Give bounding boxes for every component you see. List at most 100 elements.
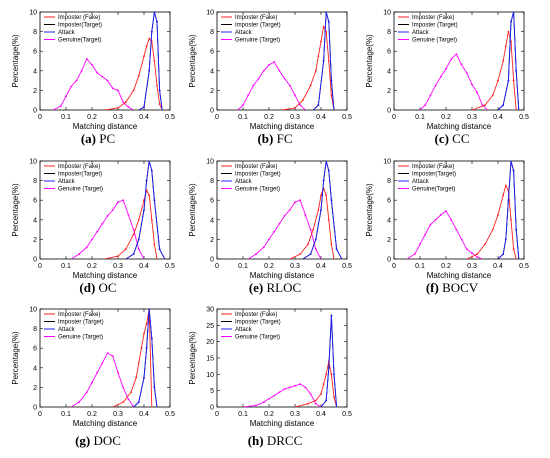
x-tick-label-d: 0.1 bbox=[61, 263, 71, 270]
y-tick-label-h: 30 bbox=[206, 307, 214, 314]
y-tick-label-g: 8 bbox=[33, 326, 37, 333]
x-tick-label-b: 0.4 bbox=[316, 114, 326, 121]
data-point-genuine-target-f bbox=[439, 214, 442, 216]
data-point-genuine-target-a bbox=[117, 89, 119, 92]
data-point-imposter-fake-a bbox=[158, 103, 161, 105]
data-point-genuine-target-a bbox=[75, 79, 78, 82]
x-tick-label-g: 0 bbox=[38, 411, 42, 418]
legend-label-g: Imposter (Fake) bbox=[58, 312, 100, 318]
data-point-attack-d bbox=[153, 199, 156, 202]
data-point-genuine-target-b bbox=[299, 104, 302, 106]
data-point-genuine-target-f bbox=[455, 228, 458, 231]
series-line-genuine-target-b bbox=[237, 61, 306, 110]
data-point-genuine-target-d bbox=[106, 215, 109, 217]
data-point-imposter-fake-d bbox=[148, 194, 151, 197]
x-tick-label-e: 0.2 bbox=[264, 263, 274, 270]
caption-e: (e) RLOC bbox=[185, 280, 365, 296]
x-tick-label-h: 0.1 bbox=[238, 411, 248, 418]
data-point-attack-h bbox=[325, 399, 328, 402]
series-group-a bbox=[52, 12, 163, 110]
data-point-genuine-target-b bbox=[283, 77, 286, 80]
data-point-attack-c bbox=[510, 20, 512, 23]
data-point-genuine-target-c bbox=[445, 67, 447, 70]
plot-area-e bbox=[216, 160, 348, 260]
legend-label-d: Attack bbox=[58, 179, 76, 185]
data-point-imposter-fake-g bbox=[135, 376, 138, 379]
y-tick-label-a: 10 bbox=[29, 10, 37, 17]
data-point-attack-g bbox=[153, 386, 156, 389]
x-tick-label-d: 0.5 bbox=[165, 263, 175, 270]
data-point-imposter-fake-e bbox=[320, 194, 322, 197]
data-point-genuine-target-h bbox=[304, 386, 307, 389]
data-point-attack-a bbox=[158, 89, 161, 92]
data-point-attack-e bbox=[327, 169, 330, 172]
y-tick-label-g: 2 bbox=[33, 385, 37, 392]
series-line-attack-d bbox=[125, 161, 166, 259]
y-axis-label-d: Percentage(%) bbox=[11, 183, 20, 237]
legend-label-h: Attack bbox=[235, 327, 253, 333]
data-point-genuine-target-h bbox=[314, 402, 317, 405]
data-point-genuine-target-b bbox=[278, 69, 281, 72]
legend-a: Imposter (Fake) Imposter(Target)Attack Gen… bbox=[44, 15, 102, 44]
y-tick-label-h: 20 bbox=[206, 339, 214, 346]
x-tick-label-f: 0.5 bbox=[519, 263, 529, 270]
data-point-genuine-target-h bbox=[299, 383, 302, 385]
data-point-genuine-target-c bbox=[450, 58, 453, 60]
y-tick-label-a: 0 bbox=[33, 108, 37, 115]
x-tick-label-f: 0 bbox=[392, 263, 396, 270]
y-tick-label-b: 0 bbox=[210, 108, 214, 115]
y-tick-label-d: 6 bbox=[33, 198, 37, 205]
data-point-genuine-target-f bbox=[424, 233, 427, 236]
data-point-genuine-target-f bbox=[413, 253, 416, 255]
y-tick-label-h: 25 bbox=[206, 323, 214, 330]
x-tick-label-f: 0.2 bbox=[441, 263, 451, 270]
data-point-imposter-fake-b bbox=[320, 40, 322, 43]
data-point-genuine-target-a bbox=[127, 106, 130, 108]
data-point-imposter-fake-a bbox=[132, 89, 135, 92]
data-point-imposter-fake-d bbox=[137, 218, 140, 221]
data-point-attack-a bbox=[156, 20, 158, 23]
data-point-attack-e bbox=[325, 161, 328, 162]
data-point-attack-c bbox=[512, 12, 515, 13]
y-tick-label-c: 8 bbox=[387, 29, 391, 36]
legend-label-f: Attack bbox=[412, 179, 430, 185]
y-axis-label-f: Percentage(%) bbox=[365, 183, 374, 237]
legend-label-a: Genuine(Target) bbox=[58, 38, 101, 44]
data-point-imposter-fake-b bbox=[301, 99, 304, 102]
data-point-attack-c bbox=[515, 69, 518, 72]
y-tick-label-c: 4 bbox=[387, 68, 391, 75]
data-point-genuine-target-c bbox=[460, 64, 463, 66]
data-point-genuine-target-d bbox=[127, 214, 130, 216]
data-point-genuine-target-a bbox=[70, 85, 73, 88]
x-axis-label-f: Matching distance bbox=[427, 271, 492, 280]
panel-label-e: (e) bbox=[248, 280, 264, 295]
data-point-genuine-target-d bbox=[85, 246, 88, 249]
y-tick-label-e: 6 bbox=[210, 198, 214, 205]
legend-label-g: Imposter (Target) bbox=[58, 320, 104, 326]
data-point-genuine-target-h bbox=[294, 384, 296, 387]
panel-label-a: (a) bbox=[80, 131, 96, 146]
legend-e: Imposter (Fake) Imposter (Target)Attack Ge… bbox=[221, 164, 281, 193]
data-point-imposter-fake-e bbox=[327, 218, 330, 221]
caption-text-h: DRCC bbox=[266, 433, 303, 448]
data-point-genuine-target-d bbox=[137, 248, 140, 251]
data-point-genuine-target-d bbox=[78, 253, 80, 255]
x-axis-label-h: Matching distance bbox=[250, 419, 315, 428]
data-point-imposter-fake-d bbox=[153, 243, 156, 246]
legend-label-c: Imposter (Fake) bbox=[412, 15, 454, 21]
series-group-f bbox=[406, 161, 520, 259]
y-tick-label-g: 4 bbox=[33, 365, 37, 372]
data-point-attack-d bbox=[150, 169, 153, 172]
y-tick-label-f: 2 bbox=[387, 237, 391, 244]
y-axis-label-g: Percentage(%) bbox=[11, 331, 20, 385]
data-point-genuine-target-f bbox=[471, 252, 473, 254]
x-tick-label-c: 0 bbox=[392, 114, 396, 121]
y-tick-label-b: 2 bbox=[210, 88, 214, 95]
y-tick-label-d: 8 bbox=[33, 178, 37, 185]
data-point-genuine-target-a bbox=[65, 95, 67, 98]
y-tick-label-d: 10 bbox=[29, 159, 37, 166]
data-point-attack-b bbox=[317, 104, 320, 106]
data-point-genuine-target-g bbox=[111, 355, 114, 357]
data-point-attack-e bbox=[335, 248, 338, 251]
